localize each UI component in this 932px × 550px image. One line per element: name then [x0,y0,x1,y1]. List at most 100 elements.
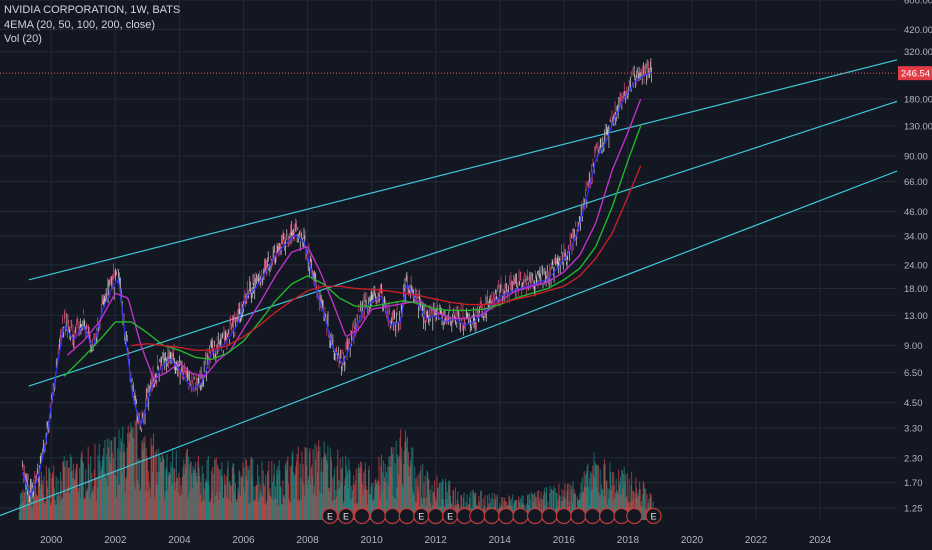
earnings-marker[interactable] [626,507,643,525]
earnings-marker[interactable] [598,507,616,525]
volume-bar [120,437,122,520]
earnings-marker[interactable] [469,507,486,525]
earnings-marker[interactable] [555,507,572,525]
earnings-marker[interactable] [427,507,444,525]
indicator-label[interactable]: 4EMA (20, 50, 100, 200, close) [4,18,156,31]
earnings-marker[interactable] [584,507,601,525]
volume-bar [474,492,476,520]
volume-bar [593,452,595,520]
volume-bar [189,462,192,520]
volume-bar [249,466,251,520]
volume-bar [192,466,194,520]
volume-bar [223,473,225,520]
volume-bar [340,469,342,520]
volume-bar [242,486,245,520]
volume-bar [582,491,585,520]
earnings-marker[interactable] [353,507,371,525]
volume-bar [632,491,634,520]
volume-bar [208,484,210,520]
volume-bar [559,495,561,520]
ema-lines [21,71,653,498]
volume-bar [598,492,600,520]
y-tick-label: 1.70 [904,478,923,489]
volume-bar [211,490,213,520]
volume-bar [313,493,315,520]
volume-bar [197,455,200,520]
volume-bar [160,461,163,520]
earnings-marker[interactable] [498,507,515,525]
volume-bar [512,494,514,520]
volume-bar [48,467,50,520]
volume-label[interactable]: Vol (20) [4,33,42,45]
volume-bar [360,467,362,520]
volume-bar [361,462,363,520]
volume-bar [437,487,439,520]
y-axis[interactable]: 600.00 420.00 320.00 180.00 130.00 90.00 66.00… [904,0,932,514]
earnings-marker[interactable] [512,507,529,525]
volume-bar [42,494,44,520]
earnings-marker[interactable] [337,507,355,525]
volume-bar [290,464,293,520]
volume-bar [292,450,294,520]
volume-bar [408,451,410,520]
volume-bar [152,433,155,520]
volume-bar [303,496,306,520]
volume-bar [436,488,439,520]
volume-bar [601,490,603,520]
earnings-marker[interactable] [321,507,339,525]
volume-bar [274,485,277,520]
volume-bar [309,448,311,520]
y-tick-label: 420.00 [904,25,932,36]
earnings-marker[interactable] [398,507,415,525]
volume-bar [91,489,94,520]
volume-bar [233,463,235,520]
volume-bar [508,495,510,520]
symbol-title[interactable]: NVIDIA CORPORATION, 1W, BATS [4,4,181,16]
volume-bar [312,449,314,520]
volume-bar [135,422,137,520]
volume-bar [200,482,202,520]
volume-bar [20,503,22,520]
volume-bar [99,461,101,520]
volume-bar [615,492,617,520]
volume-bar [186,449,188,520]
volume-bar [105,478,107,520]
volume-bar [165,470,167,520]
volume-bar [61,498,63,520]
earnings-marker[interactable] [645,507,662,525]
earnings-marker[interactable] [526,507,544,525]
volume-bar [386,499,388,520]
volume-bar [148,482,150,520]
volume-bar [269,488,271,520]
volume-bar [332,477,334,520]
volume-bar [90,456,92,520]
earnings-marker[interactable] [570,507,587,525]
volume-bar [199,494,201,520]
earnings-marker[interactable] [541,507,558,525]
volume-bar [139,491,141,520]
volume-bar [155,484,157,520]
volume-bar [361,483,363,520]
volume-bar [584,474,586,520]
volume-bar [556,492,558,520]
volume-bar [384,463,386,520]
earnings-marker[interactable] [384,507,401,525]
volume-bar [260,490,262,520]
volume-bar [114,437,116,520]
volume-bar [640,500,643,520]
volume-bar [302,481,304,520]
volume-bar [444,478,447,520]
volume-bar [620,494,622,520]
volume-bar [587,486,590,520]
volume-bar [289,466,291,520]
volume-bar [480,490,482,520]
volume-bar [207,481,209,520]
volume-bar [339,458,341,520]
volume-bar [311,465,313,520]
earnings-marker[interactable] [483,507,500,525]
volume-bar [644,507,646,520]
volume-bar [388,456,390,520]
earnings-marker[interactable] [369,507,387,525]
